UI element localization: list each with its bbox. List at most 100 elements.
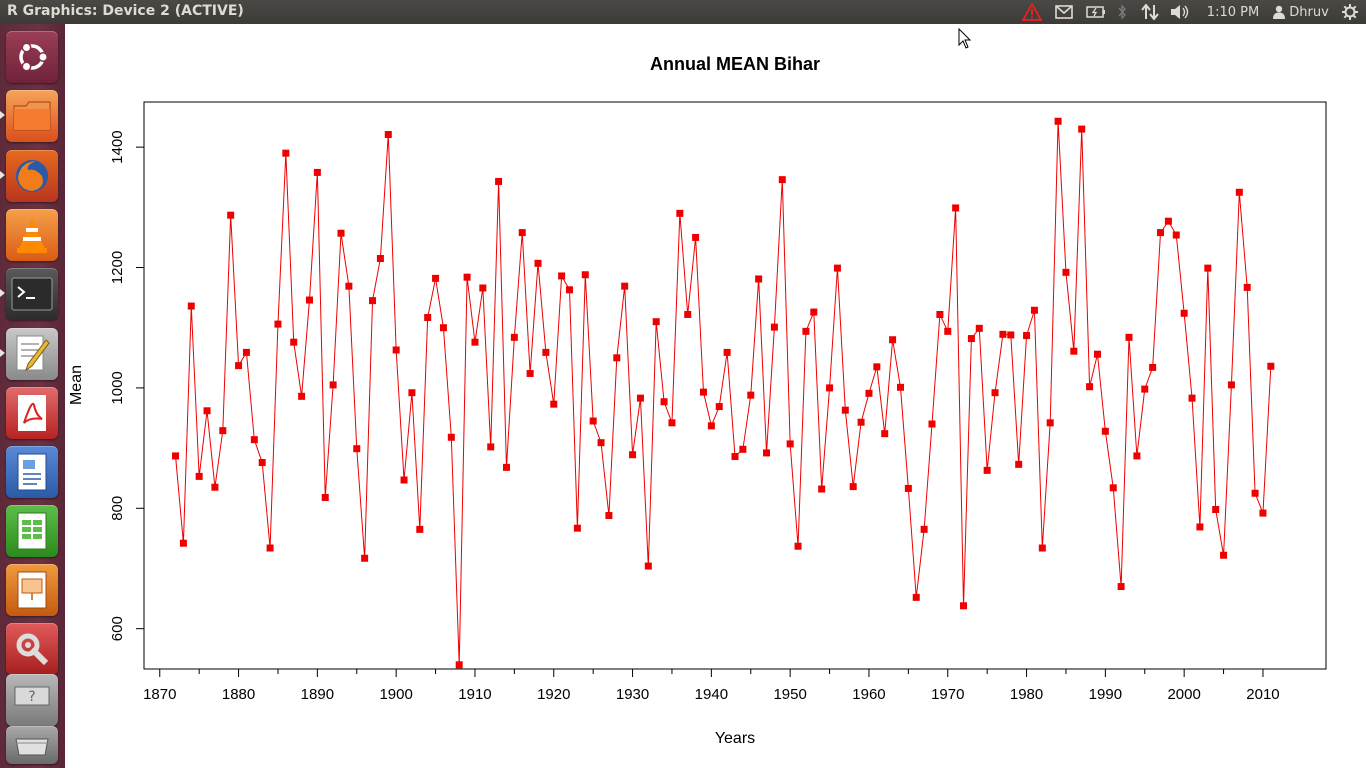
user-menu[interactable]: Dhruv xyxy=(1270,0,1332,24)
data-point xyxy=(1188,394,1196,402)
data-point xyxy=(298,392,306,400)
data-point xyxy=(1101,427,1109,435)
vlc-icon[interactable] xyxy=(6,209,58,261)
window-title: R Graphics: Device 2 (ACTIVE) xyxy=(7,3,244,19)
data-point xyxy=(550,400,558,408)
line-chart: Annual MEAN Bihar 1870 1880 1890 1900 1910 19… xyxy=(68,54,1327,747)
data-point xyxy=(1070,347,1078,355)
x-tick-label: 1880 xyxy=(222,686,255,703)
x-tick-label: 1960 xyxy=(852,686,885,703)
data-point xyxy=(266,544,274,552)
x-tick-label: 1890 xyxy=(301,686,334,703)
workspace-icon[interactable]: ? xyxy=(6,674,58,726)
data-point xyxy=(227,211,235,219)
mail-icon[interactable] xyxy=(1052,0,1076,24)
data-point xyxy=(904,484,912,492)
volume-icon[interactable] xyxy=(1168,0,1192,24)
data-point xyxy=(471,338,479,346)
data-point xyxy=(1062,268,1070,276)
data-point xyxy=(857,418,865,426)
trash-icon[interactable] xyxy=(6,726,58,764)
data-point xyxy=(636,394,644,402)
data-point xyxy=(424,313,432,321)
terminal-icon[interactable] xyxy=(6,268,58,320)
network-icon[interactable] xyxy=(1138,0,1162,24)
x-tick-label: 1980 xyxy=(1010,686,1043,703)
data-point xyxy=(172,452,180,460)
data-point xyxy=(510,333,518,341)
data-point xyxy=(258,459,266,467)
data-point xyxy=(361,554,369,562)
system-settings-icon[interactable] xyxy=(6,623,58,675)
x-tick-label: 1920 xyxy=(537,686,570,703)
data-point xyxy=(739,445,747,453)
data-point xyxy=(770,323,778,331)
data-point xyxy=(912,593,920,601)
data-point xyxy=(573,524,581,532)
data-point xyxy=(1243,283,1251,291)
data-point xyxy=(896,383,904,391)
impress-icon[interactable] xyxy=(6,564,58,616)
battery-icon[interactable] xyxy=(1084,0,1108,24)
text-editor-icon[interactable] xyxy=(6,328,58,380)
data-point xyxy=(881,430,889,438)
warning-icon[interactable] xyxy=(1020,0,1044,24)
firefox-icon[interactable] xyxy=(6,150,58,202)
x-axis: 1870 1880 1890 1900 1910 1920 1930 1940 1950 1960… xyxy=(143,668,1280,703)
clock[interactable]: 1:10 PM xyxy=(1206,4,1260,20)
x-tick-label: 2000 xyxy=(1167,686,1200,703)
data-point xyxy=(235,362,243,370)
data-point xyxy=(353,445,361,453)
data-point xyxy=(1251,489,1259,497)
writer-icon[interactable] xyxy=(6,446,58,498)
data-point xyxy=(1046,419,1054,427)
x-tick-label: 1990 xyxy=(1089,686,1122,703)
data-point xyxy=(439,324,447,332)
data-point xyxy=(1196,523,1204,531)
data-point xyxy=(313,168,321,176)
data-point xyxy=(889,336,897,344)
svg-text:?: ? xyxy=(28,689,35,705)
data-point xyxy=(219,427,227,435)
chart-title: Annual MEAN Bihar xyxy=(650,54,820,74)
data-point xyxy=(975,324,983,332)
data-point xyxy=(1220,551,1228,559)
x-tick-label: 1900 xyxy=(379,686,412,703)
data-point xyxy=(1141,385,1149,393)
calc-icon[interactable] xyxy=(6,505,58,557)
data-point xyxy=(999,330,1007,338)
data-point xyxy=(597,439,605,447)
files-icon[interactable] xyxy=(6,90,58,142)
data-point xyxy=(416,525,424,533)
data-point xyxy=(1133,452,1141,460)
x-tick-label: 1930 xyxy=(616,686,649,703)
data-point xyxy=(676,209,684,217)
data-point xyxy=(1180,309,1188,317)
data-point xyxy=(242,348,250,356)
data-point xyxy=(786,440,794,448)
data-point xyxy=(581,271,589,279)
data-point xyxy=(392,346,400,354)
data-point xyxy=(305,296,313,304)
data-point xyxy=(1259,509,1267,517)
bluetooth-icon[interactable] xyxy=(1112,0,1132,24)
data-point xyxy=(1157,229,1165,237)
data-point xyxy=(1172,231,1180,239)
data-point xyxy=(1078,125,1086,133)
ubuntu-dash-icon[interactable] xyxy=(6,31,58,83)
x-tick-label: 1940 xyxy=(695,686,728,703)
data-point xyxy=(1125,333,1133,341)
x-tick-label: 2010 xyxy=(1246,686,1279,703)
data-point xyxy=(1038,544,1046,552)
data-point xyxy=(621,282,629,290)
data-series xyxy=(172,117,1275,669)
mouse-cursor-icon xyxy=(958,28,972,49)
data-point xyxy=(211,483,219,491)
settings-gear-icon[interactable] xyxy=(1338,0,1362,24)
y-axis-label: Mean xyxy=(68,365,85,405)
data-point xyxy=(928,420,936,428)
pdf-viewer-icon[interactable] xyxy=(6,387,58,439)
data-point xyxy=(952,204,960,212)
data-point xyxy=(479,284,487,292)
data-point xyxy=(329,381,337,389)
